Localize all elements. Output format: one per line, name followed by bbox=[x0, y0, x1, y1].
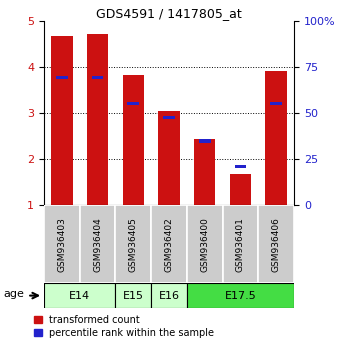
Bar bbox=[258, 205, 294, 283]
Bar bbox=[123, 75, 144, 205]
Bar bbox=[265, 71, 287, 205]
Text: GSM936406: GSM936406 bbox=[272, 217, 281, 272]
Text: GSM936403: GSM936403 bbox=[57, 217, 66, 272]
Bar bbox=[115, 283, 151, 308]
Bar bbox=[115, 205, 151, 283]
Bar bbox=[187, 283, 294, 308]
Legend: transformed count, percentile rank within the sample: transformed count, percentile rank withi… bbox=[32, 313, 216, 339]
Bar bbox=[194, 139, 215, 205]
Text: GSM936402: GSM936402 bbox=[165, 217, 173, 272]
Bar bbox=[151, 283, 187, 308]
Text: E15: E15 bbox=[123, 291, 144, 301]
Bar bbox=[223, 205, 258, 283]
Bar bbox=[80, 205, 115, 283]
Bar bbox=[44, 205, 80, 283]
Bar bbox=[51, 36, 73, 205]
Text: GSM936404: GSM936404 bbox=[93, 217, 102, 272]
Bar bbox=[127, 102, 139, 105]
Text: E14: E14 bbox=[69, 291, 90, 301]
Text: E16: E16 bbox=[159, 291, 179, 301]
Title: GDS4591 / 1417805_at: GDS4591 / 1417805_at bbox=[96, 7, 242, 20]
Text: GSM936400: GSM936400 bbox=[200, 217, 209, 272]
Bar bbox=[158, 111, 180, 205]
Bar bbox=[230, 174, 251, 205]
Bar bbox=[56, 76, 68, 79]
Bar bbox=[92, 76, 103, 79]
Bar bbox=[199, 139, 211, 143]
Bar bbox=[163, 116, 175, 120]
Text: age: age bbox=[3, 289, 24, 299]
Text: GSM936405: GSM936405 bbox=[129, 217, 138, 272]
Text: GSM936401: GSM936401 bbox=[236, 217, 245, 272]
Bar bbox=[151, 205, 187, 283]
Bar bbox=[87, 34, 108, 205]
Text: E17.5: E17.5 bbox=[224, 291, 256, 301]
Bar bbox=[270, 102, 282, 105]
Bar bbox=[44, 283, 115, 308]
Bar bbox=[187, 205, 223, 283]
Bar bbox=[235, 165, 246, 168]
